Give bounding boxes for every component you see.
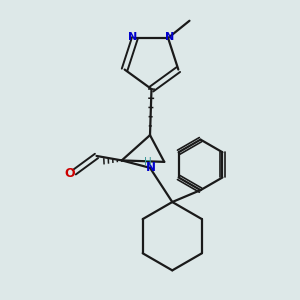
Text: N: N bbox=[146, 161, 156, 174]
Text: O: O bbox=[65, 167, 75, 180]
Text: N: N bbox=[128, 32, 138, 42]
Text: N: N bbox=[165, 32, 175, 42]
Text: H: H bbox=[144, 158, 152, 167]
